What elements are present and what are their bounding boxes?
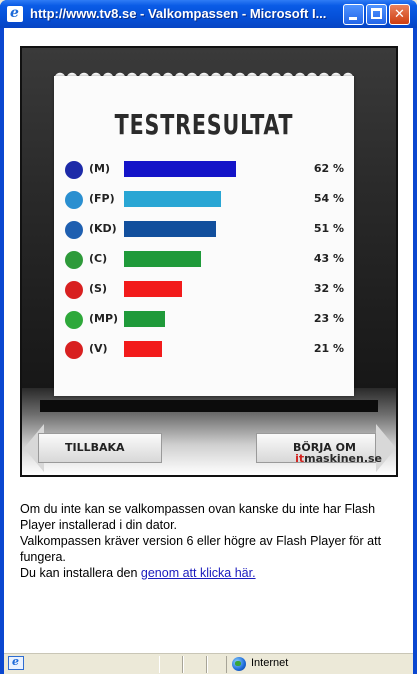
page-content: TESTRESULTAT (M) 62 % (FP) 54 % (KD) 51 % (C) 4… <box>4 28 413 653</box>
forward-arrow-icon[interactable] <box>376 424 396 472</box>
flash-valkompass[interactable]: TESTRESULTAT (M) 62 % (FP) 54 % (KD) 51 % (C) 4… <box>20 46 398 477</box>
maximize-icon <box>371 8 382 19</box>
result-percentage: 21 % <box>313 342 344 355</box>
minimize-icon <box>349 17 357 20</box>
result-paper: TESTRESULTAT (M) 62 % (FP) 54 % (KD) 51 % (C) 4… <box>54 76 354 396</box>
result-bar <box>124 221 216 237</box>
minimize-button[interactable] <box>343 4 364 25</box>
restart-button-label: BÖRJA OM <box>293 441 356 454</box>
result-row: (S) 32 % <box>62 279 352 301</box>
window-title: http://www.tv8.se - Valkompassen - Micro… <box>30 6 327 21</box>
info-line-1: Om du inte kan se valkompassen ovan kans… <box>20 502 376 532</box>
result-percentage: 62 % <box>313 162 344 175</box>
install-flash-link[interactable]: genom att klicka här. <box>140 566 256 580</box>
result-percentage: 54 % <box>313 192 344 205</box>
result-percentage: 51 % <box>313 222 344 235</box>
party-code: (MP) <box>89 312 119 325</box>
result-row: (MP) 23 % <box>62 309 352 331</box>
result-title: TESTRESULTAT <box>114 108 294 141</box>
result-row: (FP) 54 % <box>62 189 352 211</box>
result-row: (C) 43 % <box>62 249 352 271</box>
result-row: (KD) 51 % <box>62 219 352 241</box>
result-row: (V) 21 % <box>62 339 352 361</box>
result-bar <box>124 251 202 267</box>
paper-tear-edge <box>54 70 354 78</box>
result-bar <box>124 281 182 297</box>
logo-prefix: it <box>295 452 305 465</box>
paper-shelf <box>40 400 378 412</box>
party-logo-icon <box>65 191 83 209</box>
status-segment <box>183 656 207 673</box>
restart-button[interactable]: BÖRJA OM <box>256 433 376 463</box>
party-code: (C) <box>89 252 108 265</box>
result-percentage: 32 % <box>313 282 344 295</box>
internet-zone-icon <box>232 657 246 671</box>
info-line-3-prefix: Du kan installera den <box>20 566 141 580</box>
party-code: (V) <box>89 342 108 355</box>
result-percentage: 43 % <box>313 252 344 265</box>
info-line-3: Du kan installera den genom att klicka h… <box>20 565 410 581</box>
close-icon: ✕ <box>394 7 405 22</box>
party-logo-icon <box>65 311 83 329</box>
close-button[interactable]: ✕ <box>389 4 410 25</box>
ie-icon: e <box>7 5 23 22</box>
maximize-button[interactable] <box>366 4 387 25</box>
back-button[interactable]: TILLBAKA <box>38 433 162 463</box>
page-status-icon: e <box>8 655 24 670</box>
party-code: (FP) <box>89 192 115 205</box>
flash-info-text: Om du inte kan se valkompassen ovan kans… <box>20 501 410 581</box>
party-logo-icon <box>65 281 83 299</box>
status-segment <box>207 656 227 673</box>
title-bar[interactable]: e http://www.tv8.se - Valkompassen - Mic… <box>0 0 417 28</box>
back-button-label: TILLBAKA <box>65 441 125 454</box>
security-zone-label: Internet <box>251 657 289 669</box>
party-logo-icon <box>65 341 83 359</box>
status-segment <box>159 656 183 673</box>
party-logo-icon <box>65 161 83 179</box>
party-code: (M) <box>89 162 111 175</box>
info-line-2: Valkompassen kräver version 6 eller högr… <box>20 534 382 564</box>
party-logo-icon <box>65 221 83 239</box>
itmaskinen-logo: itmaskinen.se <box>295 452 382 465</box>
result-bar <box>124 191 222 207</box>
result-percentage: 23 % <box>313 312 344 325</box>
party-code: (KD) <box>89 222 117 235</box>
party-logo-icon <box>65 251 83 269</box>
result-row: (M) 62 % <box>62 159 352 181</box>
result-bar <box>124 161 236 177</box>
result-bar <box>124 341 162 357</box>
party-code: (S) <box>89 282 107 295</box>
logo-suffix: maskinen.se <box>304 452 382 465</box>
status-bar: e Internet <box>4 653 413 674</box>
result-bar <box>124 311 166 327</box>
